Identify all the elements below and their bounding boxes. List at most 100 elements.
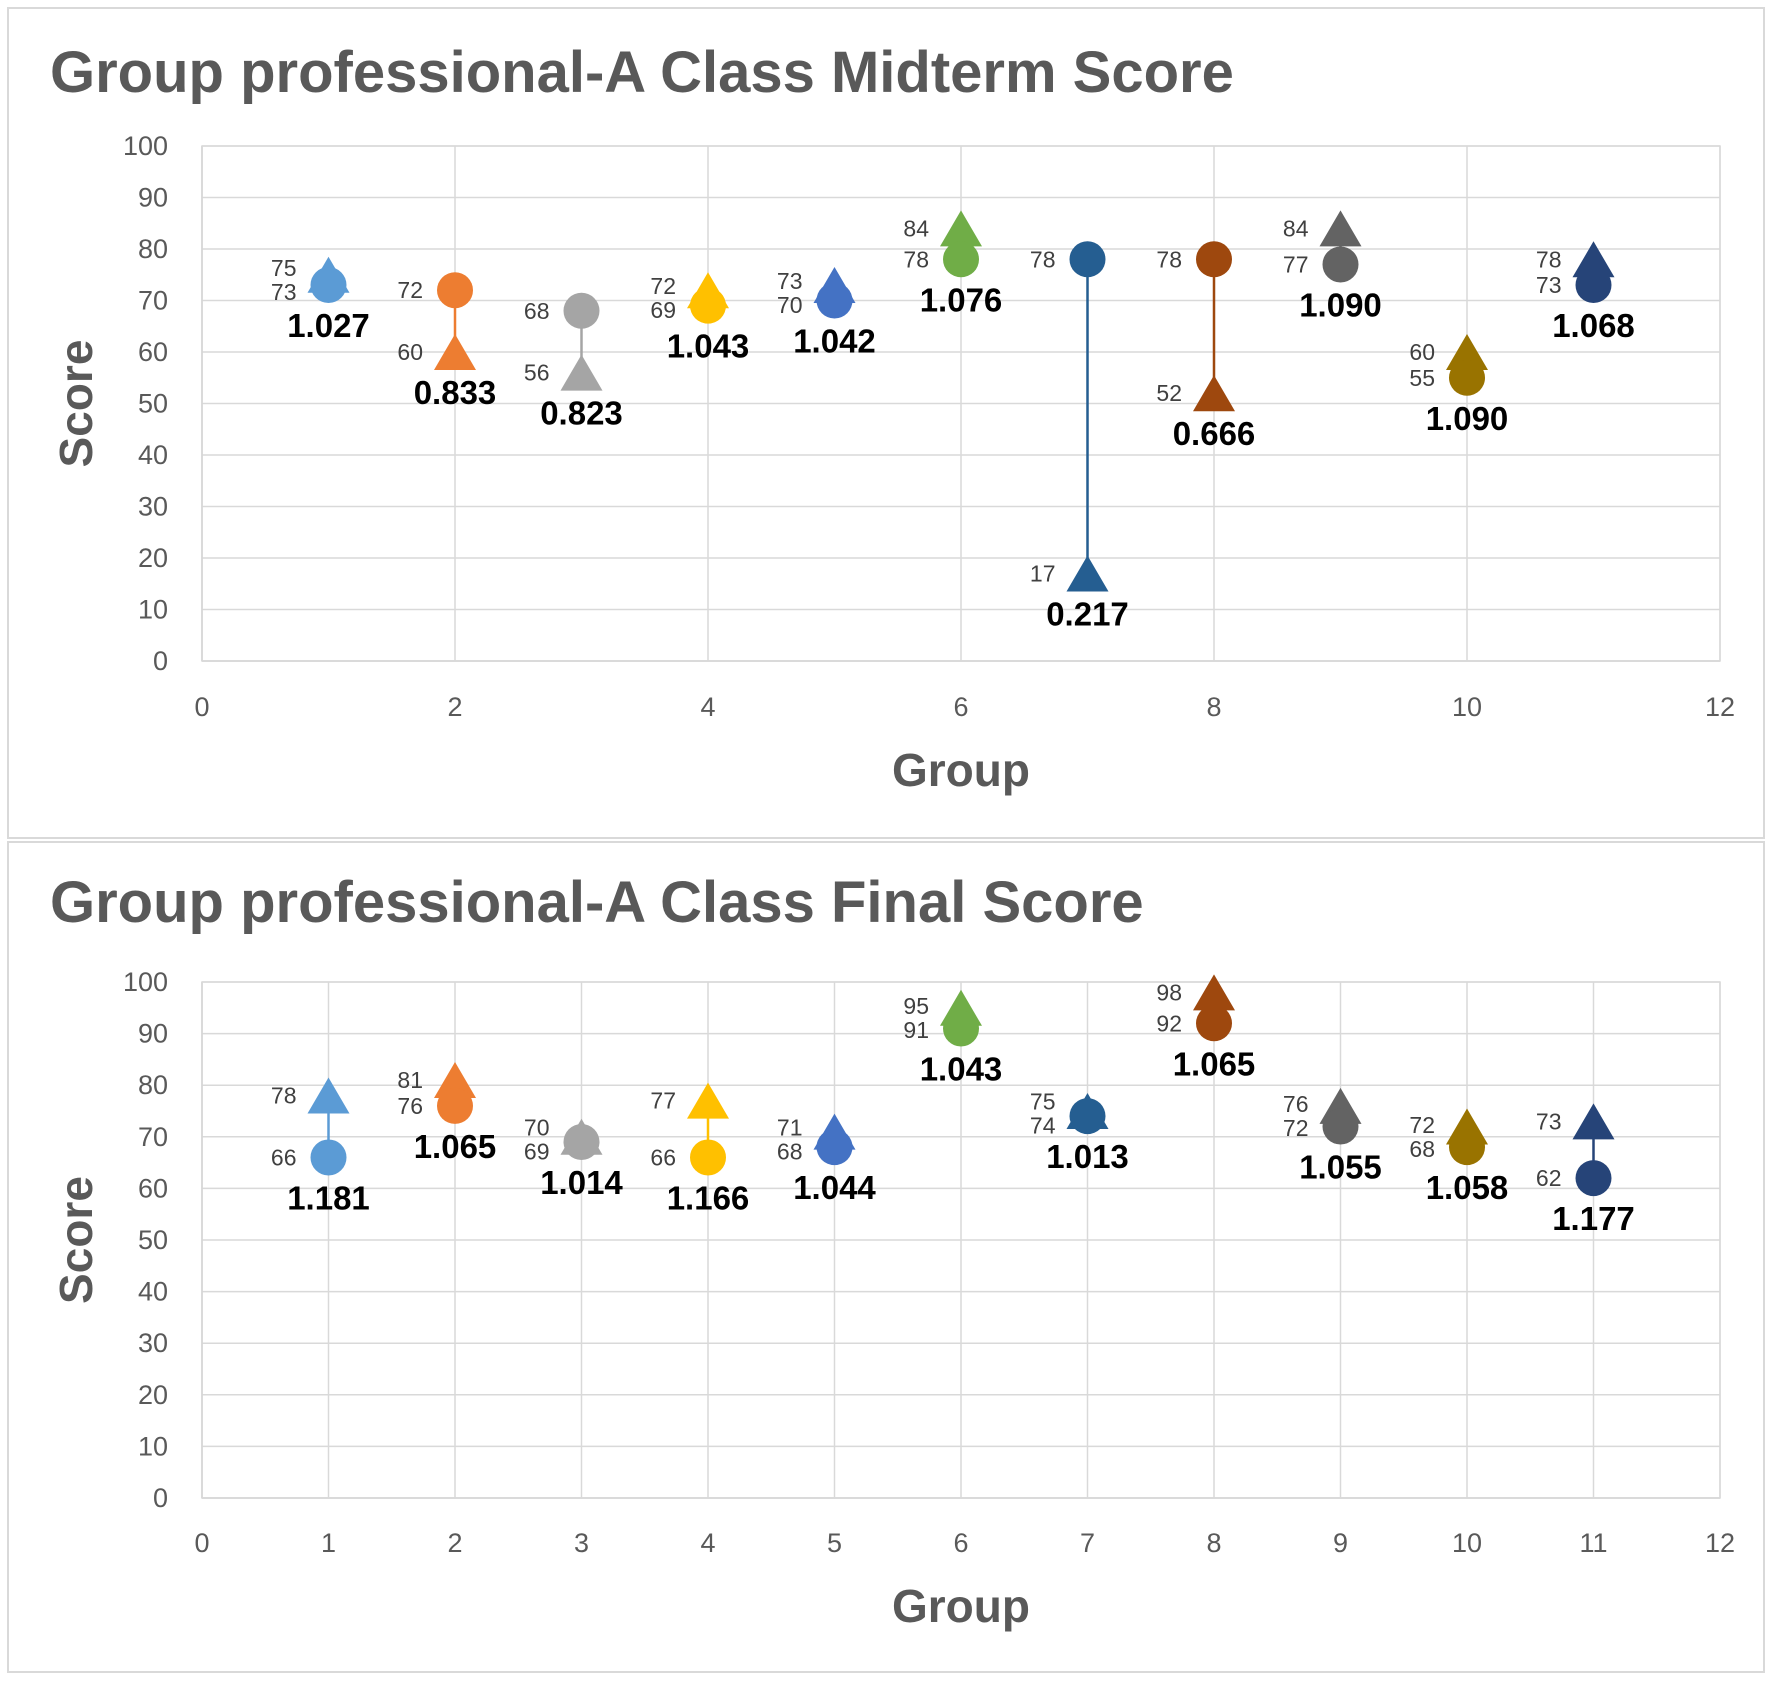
ratio-label: 1.090	[1426, 400, 1509, 437]
circle-marker	[1069, 241, 1106, 278]
circle-value-label: 73	[1536, 272, 1562, 298]
midterm-group-2: 72 60 0.833	[397, 272, 496, 411]
midterm-x-axis-title: Group	[892, 744, 1030, 796]
midterm-x-tick-label: 12	[1705, 692, 1735, 722]
midterm-y-tick-label: 40	[138, 440, 168, 470]
final-x-tick-label: 12	[1705, 1528, 1735, 1558]
final-y-tick-label: 90	[138, 1019, 168, 1049]
final-y-tick-label: 40	[138, 1277, 168, 1307]
midterm-y-tick-label: 10	[138, 595, 168, 625]
circle-value-label: 68	[777, 1138, 803, 1164]
circle-marker	[310, 267, 347, 304]
circle-marker	[943, 1010, 979, 1047]
triangle-value-label: 75	[1030, 1089, 1056, 1115]
triangle-marker	[560, 354, 603, 391]
circle-marker	[1196, 1005, 1232, 1042]
triangle-value-label: 71	[777, 1114, 803, 1140]
triangle-marker	[1193, 375, 1235, 412]
circle-marker	[816, 1129, 853, 1166]
triangle-value-label: 98	[1156, 979, 1182, 1005]
midterm-y-tick-label: 50	[138, 389, 168, 419]
circle-value-label: 72	[1283, 1115, 1309, 1141]
triangle-marker	[307, 1077, 350, 1114]
final-y-tick-label: 0	[153, 1483, 168, 1513]
triangle-value-label: 73	[777, 268, 803, 294]
circle-value-label: 92	[1156, 1010, 1182, 1036]
midterm-plot-area	[201, 145, 1721, 662]
final-y-axis-title: Score	[50, 1176, 102, 1304]
triangle-value-label: 73	[1536, 1108, 1562, 1134]
circle-marker	[1322, 1108, 1359, 1145]
final-chart-frame	[7, 841, 1765, 1673]
final-x-tick-label: 7	[1080, 1528, 1095, 1558]
triangle-value-label: 81	[397, 1067, 423, 1093]
final-x-tick-label: 6	[953, 1528, 968, 1558]
circle-marker	[437, 1087, 473, 1124]
ratio-label: 1.065	[414, 1128, 497, 1165]
triangle-value-label: 17	[1030, 560, 1056, 586]
triangle-value-label: 72	[1409, 1112, 1435, 1138]
circle-value-label: 78	[1156, 246, 1182, 272]
triangle-marker	[940, 210, 982, 247]
final-group-1: 78 66 1.181	[271, 1077, 370, 1216]
final-x-tick-label: 2	[447, 1528, 462, 1558]
final-chart-title: Group professional-A Class Final Score	[50, 870, 1144, 935]
ratio-label: 1.055	[1299, 1148, 1382, 1185]
final-group-8: 98 92 1.065	[1156, 974, 1255, 1082]
ratio-label: 1.058	[1426, 1169, 1509, 1206]
ratio-label: 1.068	[1552, 307, 1635, 344]
circle-value-label: 55	[1409, 365, 1435, 391]
circle-marker	[943, 241, 979, 278]
triangle-value-label: 78	[271, 1083, 297, 1109]
final-y-tick-label: 80	[138, 1070, 168, 1100]
triangle-marker	[434, 1062, 476, 1099]
circle-marker	[1575, 1160, 1612, 1197]
final-x-tick-label: 3	[574, 1528, 589, 1558]
triangle-marker	[1572, 1103, 1615, 1140]
midterm-x-tick-label: 10	[1452, 692, 1482, 722]
midterm-y-tick-label: 30	[138, 492, 168, 522]
circle-marker	[816, 282, 853, 319]
circle-marker	[1322, 246, 1359, 283]
ratio-label: 1.042	[793, 323, 876, 360]
circle-marker	[690, 1139, 726, 1176]
final-x-tick-label: 9	[1333, 1528, 1348, 1558]
midterm-y-tick-label: 60	[138, 337, 168, 367]
circle-value-label: 66	[650, 1144, 676, 1170]
circle-value-label: 66	[271, 1144, 297, 1170]
ratio-label: 1.090	[1299, 286, 1382, 323]
circle-marker	[1449, 359, 1485, 396]
circle-value-label: 78	[903, 246, 929, 272]
circle-value-label: 68	[524, 298, 550, 324]
circle-value-label: 62	[1536, 1165, 1562, 1191]
ratio-label: 1.044	[793, 1169, 876, 1206]
ratio-label: 0.217	[1046, 595, 1129, 632]
ratio-label: 1.027	[287, 307, 370, 344]
midterm-y-axis-title: Score	[50, 340, 102, 468]
final-x-tick-label: 11	[1579, 1528, 1607, 1558]
circle-value-label: 73	[271, 279, 297, 305]
circle-marker	[1449, 1129, 1485, 1166]
chart-layer: Group professional-A Class Midterm Score…	[50, 40, 1735, 1632]
ratio-label: 0.833	[414, 374, 497, 411]
midterm-y-tick-label: 80	[138, 234, 168, 264]
final-x-tick-label: 1	[321, 1528, 336, 1558]
midterm-x-tick-label: 8	[1206, 692, 1221, 722]
triangle-marker	[1446, 334, 1488, 370]
ratio-label: 1.177	[1552, 1200, 1635, 1237]
triangle-value-label: 60	[397, 339, 423, 365]
triangle-value-label: 84	[1283, 215, 1309, 241]
midterm-group-6: 84 78 1.076	[903, 210, 1002, 318]
midterm-group-7: 78 17 0.217	[1030, 241, 1129, 632]
midterm-x-tick-label: 0	[194, 692, 209, 722]
triangle-value-label: 60	[1409, 339, 1435, 365]
triangle-value-label: 78	[1536, 246, 1562, 272]
triangle-value-label: 95	[903, 993, 929, 1019]
